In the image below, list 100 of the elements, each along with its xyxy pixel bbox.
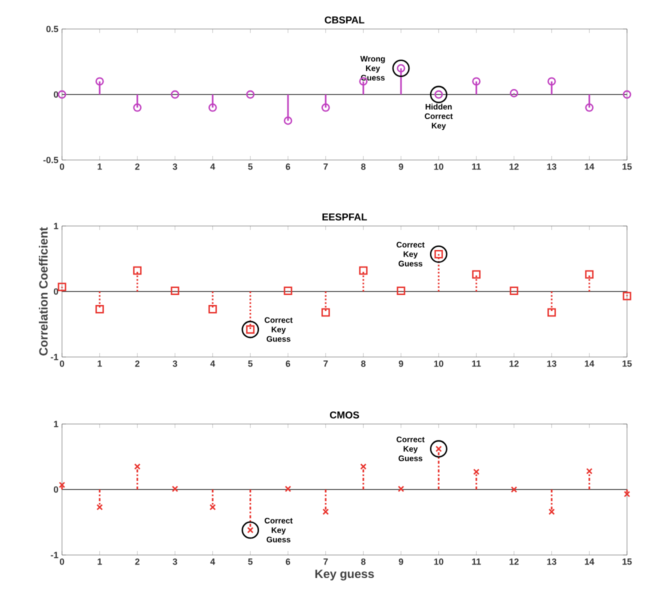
x-tick-label: 3 — [172, 360, 178, 367]
x-tick-label: 6 — [286, 360, 290, 367]
x-tick-label: 7 — [324, 558, 328, 565]
point — [58, 482, 66, 488]
point — [622, 292, 632, 300]
x-tick-label: 10 — [434, 164, 444, 170]
x-tick-label: 15 — [622, 164, 632, 170]
point — [95, 304, 104, 314]
point — [95, 77, 104, 86]
point — [284, 486, 292, 492]
x-tick-label: 1 — [98, 164, 102, 170]
x-tick-label: 8 — [361, 360, 366, 367]
y-tick-label: 0 — [54, 288, 58, 295]
x-tick-label: 11 — [472, 164, 481, 170]
point — [622, 90, 632, 99]
x-tick-label: 10 — [434, 558, 444, 565]
point — [547, 308, 556, 317]
x-tick-label: 2 — [135, 360, 140, 367]
point — [58, 90, 66, 99]
x-tick-label: 7 — [324, 360, 328, 367]
point — [359, 266, 368, 275]
point — [473, 468, 480, 475]
chart-title: CBSPAL — [324, 16, 364, 24]
point — [624, 490, 630, 498]
x-tick-label: 6 — [286, 164, 290, 170]
point — [510, 88, 518, 98]
y-tick-label: 0 — [54, 91, 58, 98]
point — [172, 486, 178, 492]
x-tick-label: 9 — [398, 558, 404, 565]
x-axis-title: Key guess — [315, 570, 374, 580]
chart-title: EESPFAL — [322, 213, 367, 220]
x-tick-label: 8 — [361, 558, 366, 565]
y-axis-title: Correlation Coefficient — [38, 227, 48, 356]
point — [284, 116, 292, 125]
point — [133, 103, 142, 112]
chart-title: CMOS — [330, 411, 360, 418]
point — [170, 90, 180, 99]
y-tick-label: 0.5 — [46, 26, 58, 32]
x-tick-label: 2 — [135, 164, 140, 170]
point — [96, 504, 103, 510]
y-tick-label: 0 — [54, 486, 58, 493]
x-tick-label: 14 — [584, 558, 594, 565]
x-tick-label: 13 — [547, 164, 556, 170]
x-tick-label: 9 — [398, 164, 404, 170]
x-tick-label: 1 — [98, 360, 102, 367]
x-tick-label: 12 — [510, 360, 519, 367]
x-tick-label: 10 — [434, 360, 444, 367]
x-tick-label: 4 — [210, 360, 216, 367]
x-tick-label: 0 — [60, 164, 64, 170]
x-tick-label: 9 — [398, 360, 404, 367]
x-tick-label: 3 — [172, 558, 178, 565]
point — [208, 304, 217, 314]
point — [208, 103, 217, 112]
point — [321, 308, 330, 317]
point — [209, 504, 216, 510]
point — [170, 286, 180, 296]
x-tick-label: 0 — [60, 558, 64, 565]
y-tick-label: 1 — [54, 420, 58, 428]
point — [398, 486, 404, 492]
x-tick-label: 5 — [248, 164, 253, 170]
x-tick-label: 4 — [210, 558, 216, 565]
x-tick-label: 11 — [472, 558, 481, 565]
point — [360, 463, 367, 470]
x-tick-label: 3 — [172, 164, 178, 170]
point — [586, 468, 593, 474]
y-tick-label: -1 — [50, 552, 58, 558]
x-tick-label: 15 — [622, 558, 632, 565]
point — [396, 286, 406, 296]
point — [510, 286, 518, 296]
x-tick-label: 11 — [472, 360, 481, 367]
point — [585, 103, 594, 112]
y-tick-label: -1 — [50, 354, 58, 360]
point — [472, 270, 481, 279]
x-tick-label: 4 — [210, 164, 216, 170]
x-tick-label: 8 — [361, 164, 366, 170]
point — [322, 508, 329, 515]
x-tick-label: 1 — [98, 558, 102, 565]
point — [547, 77, 556, 86]
x-tick-label: 12 — [510, 164, 519, 170]
x-tick-label: 5 — [248, 558, 253, 565]
point — [321, 103, 330, 112]
point — [58, 282, 66, 292]
point — [133, 266, 142, 275]
x-tick-label: 12 — [510, 558, 519, 565]
y-tick-label: 1 — [54, 222, 58, 230]
x-tick-label: 0 — [60, 360, 64, 367]
x-tick-label: 14 — [584, 360, 594, 367]
x-tick-label: 13 — [547, 360, 556, 367]
point — [134, 463, 141, 470]
point — [510, 486, 518, 493]
point — [246, 90, 255, 99]
point — [548, 508, 555, 515]
x-tick-label: 2 — [135, 558, 140, 565]
point — [284, 286, 292, 296]
x-tick-label: 13 — [547, 558, 556, 565]
x-tick-label: 6 — [286, 558, 290, 565]
point — [585, 270, 594, 279]
x-tick-label: 7 — [324, 164, 328, 170]
point — [472, 77, 481, 86]
x-tick-label: 14 — [584, 164, 594, 170]
